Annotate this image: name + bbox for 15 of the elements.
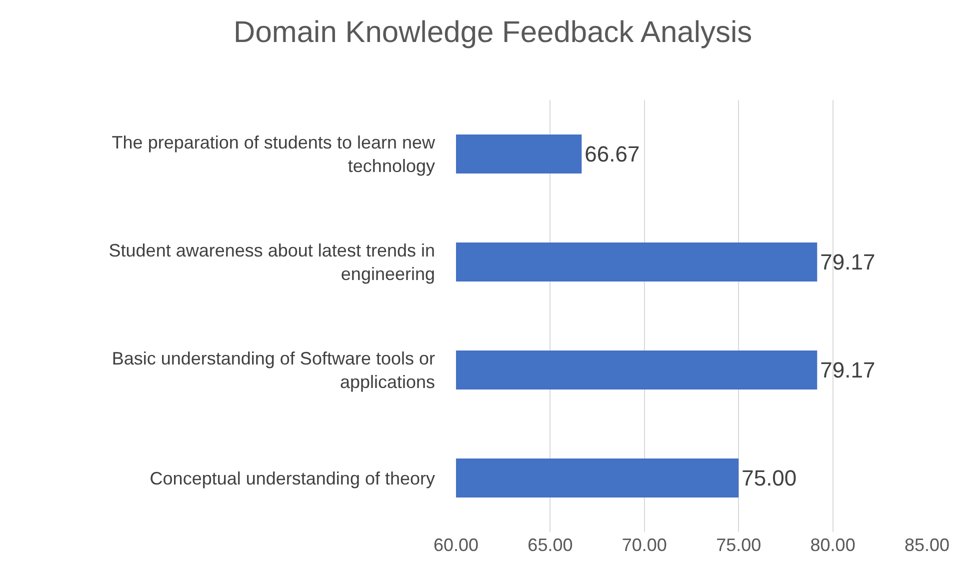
x-tick-label: 65.00 — [528, 535, 573, 555]
y-tick-label: Basic understanding of Software tools or applications — [112, 348, 435, 392]
data-label: 79.17 — [820, 250, 876, 274]
chart-title: Domain Knowledge Feedback Analysis — [234, 16, 752, 50]
y-tick-label: Student awareness about latest trends in engineering — [108, 240, 435, 284]
data-label: 75.00 — [742, 466, 797, 490]
data-label: 79.17 — [820, 358, 876, 382]
y-tick-label: The preparation of students to learn new technology — [112, 132, 436, 176]
x-tick-label: 80.00 — [810, 535, 856, 555]
y-tick-label: Conceptual understanding of theory — [150, 468, 435, 488]
x-tick-label: 75.00 — [716, 535, 762, 555]
x-tick-label: 85.00 — [904, 535, 950, 555]
x-tick-label: 70.00 — [622, 535, 667, 555]
x-tick-label: 60.00 — [433, 535, 479, 555]
data-label: 66.67 — [584, 142, 640, 166]
